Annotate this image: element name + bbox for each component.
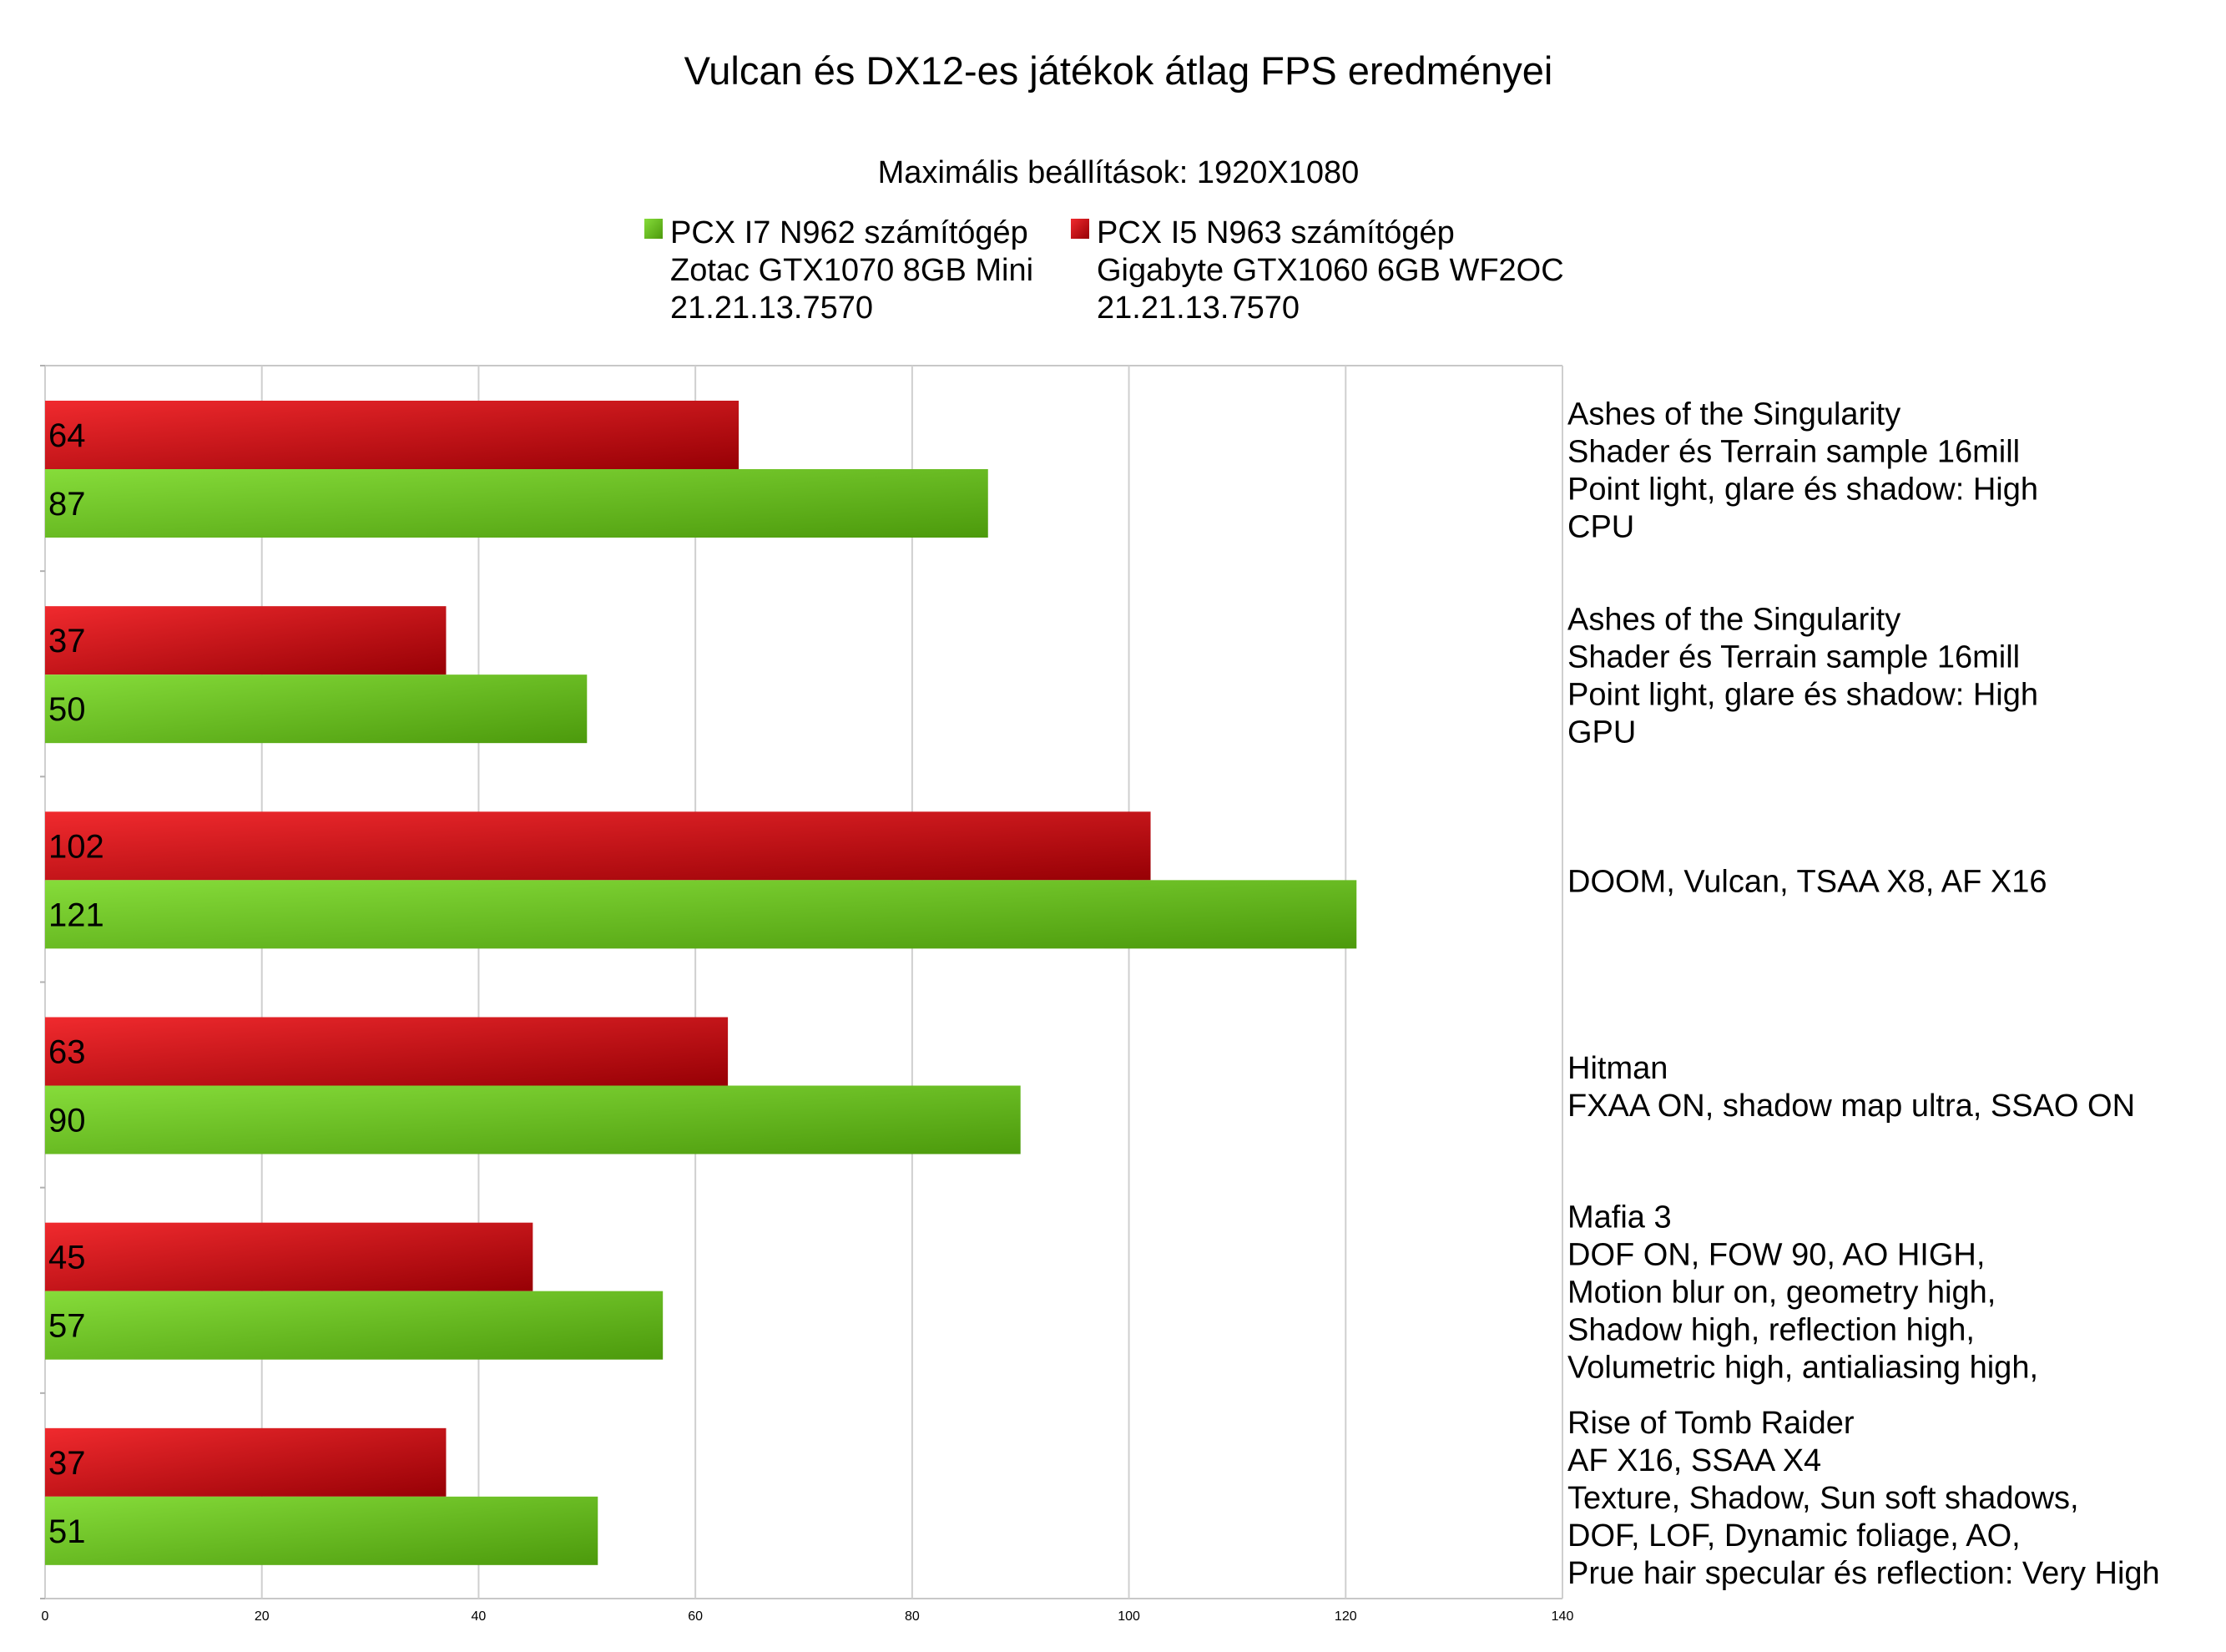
data-label: 45	[48, 1240, 86, 1276]
x-axis: 0 20 40 60 80 100 120 140	[42, 1609, 1574, 1624]
data-label: 63	[48, 1034, 86, 1071]
legend-swatch	[644, 219, 663, 239]
legend-label: 21.21.13.7570	[1097, 290, 1300, 326]
category-label: Prue hair specular és reflection: Very H…	[1567, 1556, 2160, 1591]
bar	[45, 1427, 447, 1497]
legend-label: Zotac GTX1070 8GB Mini	[670, 253, 1033, 288]
category-label: DOF, LOF, Dynamic foliage, AO,	[1567, 1518, 2021, 1553]
category-label: FXAA ON, shadow map ultra, SSAO ON	[1567, 1089, 2135, 1124]
category-label: Texture, Shadow, Sun soft shadows,	[1567, 1481, 2079, 1516]
bar	[45, 811, 1151, 881]
x-tick-label: 140	[1552, 1609, 1574, 1624]
category-label: DOF ON, FOW 90, AO HIGH,	[1567, 1238, 1985, 1273]
x-tick-label: 20	[255, 1609, 270, 1624]
bar	[45, 401, 739, 469]
bar	[45, 606, 447, 675]
bar	[45, 1085, 1021, 1154]
legend-swatch	[1071, 219, 1089, 239]
x-tick-label: 120	[1335, 1609, 1357, 1624]
category-label: Volumetric high, antialiasing high,	[1567, 1351, 2038, 1386]
x-tick-label: 40	[472, 1609, 487, 1624]
data-label: 64	[48, 417, 86, 454]
data-label: 87	[48, 486, 86, 523]
bar	[45, 1017, 729, 1086]
category-label: CPU	[1567, 510, 1634, 545]
legend-label: 21.21.13.7570	[670, 290, 873, 326]
data-label: 102	[48, 828, 104, 865]
category-label: DOOM, Vulcan, TSAA X8, AF X16	[1567, 864, 2047, 899]
data-label: 121	[48, 897, 104, 933]
data-label: 90	[48, 1103, 86, 1139]
category-label: Shader és Terrain sample 16mill	[1567, 435, 2020, 470]
x-tick-label: 0	[42, 1609, 49, 1624]
category-label: Shadow high, reflection high,	[1567, 1313, 1975, 1348]
data-label: 57	[48, 1308, 86, 1345]
category-label: Motion blur on, geometry high,	[1567, 1276, 1996, 1311]
x-tick-label: 60	[688, 1609, 703, 1624]
bars: 64 87 37 50 102 121 63 90 45 57 37 51	[45, 401, 1357, 1565]
chart-title: Vulcan és DX12-es játékok átlag FPS ered…	[684, 48, 1553, 93]
bar	[45, 1291, 664, 1360]
category-label: Point light, glare és shadow: High	[1567, 472, 2038, 508]
category-label: Ashes of the Singularity	[1567, 397, 1900, 432]
bar	[45, 1496, 598, 1565]
grid	[40, 365, 1563, 1599]
data-label: 50	[48, 691, 86, 728]
category-label: AF X16, SSAA X4	[1567, 1443, 1821, 1478]
data-label: 37	[48, 1445, 86, 1482]
data-label: 37	[48, 623, 86, 659]
category-label: Ashes of the Singularity	[1567, 603, 1900, 638]
data-label: 51	[48, 1513, 86, 1550]
category-label: Hitman	[1567, 1051, 1668, 1086]
category-label: Rise of Tomb Raider	[1567, 1406, 1855, 1441]
x-tick-label: 100	[1118, 1609, 1140, 1624]
chart-subtitle: Maximális beállítások: 1920X1080	[878, 155, 1360, 190]
bar	[45, 1222, 533, 1291]
bar	[45, 674, 588, 744]
bar	[45, 469, 988, 538]
legend-label: PCX I5 N963 számítógép	[1097, 215, 1455, 250]
category-label: GPU	[1567, 715, 1636, 750]
legend-label: PCX I7 N962 számítógép	[670, 215, 1028, 250]
category-label: Mafia 3	[1567, 1200, 1672, 1235]
x-tick-label: 80	[905, 1609, 920, 1624]
legend-label: Gigabyte GTX1060 6GB WF2OC	[1097, 253, 1564, 288]
category-label: Point light, glare és shadow: High	[1567, 678, 2038, 713]
category-label: Shader és Terrain sample 16mill	[1567, 640, 2020, 675]
bar	[45, 880, 1357, 949]
